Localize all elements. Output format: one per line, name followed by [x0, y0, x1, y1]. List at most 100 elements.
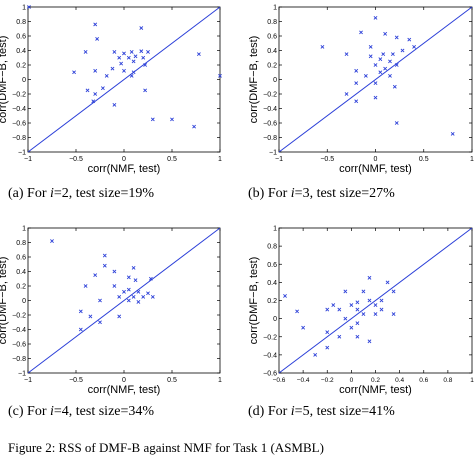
data-point [196, 52, 201, 57]
data-point [313, 352, 318, 357]
x-tick-label: 0.2 [371, 377, 380, 384]
y-tick-label: 0 [273, 77, 277, 84]
data-point [131, 70, 136, 75]
data-point [131, 59, 136, 64]
y-tick-label: 0.2 [16, 63, 26, 70]
diagonal-line [278, 227, 473, 374]
data-point [390, 52, 395, 57]
y-tick-label: −0.2 [263, 334, 277, 341]
data-point [117, 55, 122, 60]
data-point [122, 68, 126, 73]
data-point [102, 263, 107, 268]
data-point [320, 44, 325, 49]
data-point [83, 50, 88, 54]
y-tick-label: −0.6 [12, 121, 26, 128]
subfigure-caption-b: (b) For i=3, test size=27% [248, 186, 395, 201]
data-point [150, 117, 155, 122]
data-point [337, 307, 342, 312]
y-tick-label: 0.2 [267, 63, 277, 70]
x-tick-label: 1 [470, 377, 474, 384]
data-point [373, 312, 378, 317]
y-axis-label: corr(DMF−B, test) [248, 36, 260, 124]
data-point [150, 294, 155, 299]
data-point [141, 55, 146, 60]
x-tick-label: 1 [470, 156, 474, 163]
x-axis-label: corr(NMF, test) [339, 384, 412, 396]
y-tick-label: 0 [22, 77, 26, 84]
y-tick-label: −0.2 [12, 92, 26, 99]
data-point [283, 294, 287, 298]
x-tick-label: −0.5 [69, 156, 83, 163]
data-point [388, 59, 392, 64]
y-axis-label: corr(DMF−B, test) [0, 257, 9, 345]
y-tick-label: 0.4 [16, 48, 26, 55]
data-point [93, 92, 98, 96]
data-point [450, 131, 455, 136]
y-tick-label: −0.6 [263, 371, 277, 378]
data-point [325, 345, 330, 350]
y-tick-label: 1 [22, 5, 26, 12]
x-tick-label: 0.6 [419, 377, 428, 384]
x-tick-label: 0.5 [167, 156, 177, 163]
y-tick-label: −0.4 [12, 327, 26, 334]
data-point [136, 289, 141, 294]
data-point [126, 275, 131, 280]
data-point [349, 303, 354, 307]
data-point [359, 30, 363, 35]
y-tick-label: −1 [18, 371, 26, 378]
data-point [112, 50, 117, 54]
y-tick-label: 0.8 [267, 244, 277, 251]
data-point [344, 92, 349, 96]
data-point [363, 73, 368, 78]
data-point [95, 36, 100, 41]
y-tick-label: 1 [22, 226, 26, 233]
data-point [98, 320, 102, 325]
data-point [93, 22, 98, 27]
diagonal-line [278, 6, 473, 153]
y-tick-label: −0.4 [263, 352, 277, 359]
data-point [143, 63, 148, 67]
data-point [78, 309, 83, 314]
data-point [104, 73, 109, 78]
data-point [126, 55, 131, 60]
data-point [129, 73, 134, 78]
y-tick-label: 0.6 [16, 34, 26, 41]
diagonal-line [27, 227, 221, 374]
data-point [355, 321, 360, 326]
x-tick-label: −0.5 [69, 377, 83, 384]
data-point [373, 81, 378, 86]
data-point [112, 269, 117, 274]
data-point [337, 334, 342, 339]
subfigure-caption-d: (d) For i=5, test size=41% [248, 404, 395, 419]
x-tick-label: 0.8 [443, 377, 452, 384]
data-point [361, 312, 366, 317]
y-tick-label: 0.4 [16, 269, 26, 276]
data-point [368, 54, 373, 59]
data-point [383, 66, 388, 71]
data-point [133, 278, 138, 283]
data-point [117, 294, 122, 299]
data-point [344, 52, 349, 57]
data-point [383, 31, 388, 36]
data-point [385, 280, 390, 285]
data-point [93, 68, 98, 73]
y-tick-label: 0.6 [267, 34, 277, 41]
y-tick-label: 0.8 [16, 240, 26, 247]
data-point [354, 81, 359, 86]
data-point [355, 307, 360, 312]
data-point [367, 275, 372, 280]
data-point [392, 84, 397, 89]
data-point [218, 73, 222, 78]
y-tick-label: −0.6 [263, 121, 277, 128]
y-tick-label: 1 [273, 5, 277, 12]
y-tick-label: 0.4 [267, 48, 277, 55]
x-tick-label: 0 [122, 156, 126, 163]
data-point [112, 102, 117, 107]
y-axis-label: corr(DMF−B, test) [248, 257, 260, 345]
data-point [379, 298, 384, 303]
x-axis-label: corr(NMF, test) [339, 163, 412, 175]
data-point [192, 124, 196, 129]
y-tick-label: −0.8 [12, 356, 26, 363]
data-point [133, 54, 138, 59]
data-point [88, 314, 93, 319]
